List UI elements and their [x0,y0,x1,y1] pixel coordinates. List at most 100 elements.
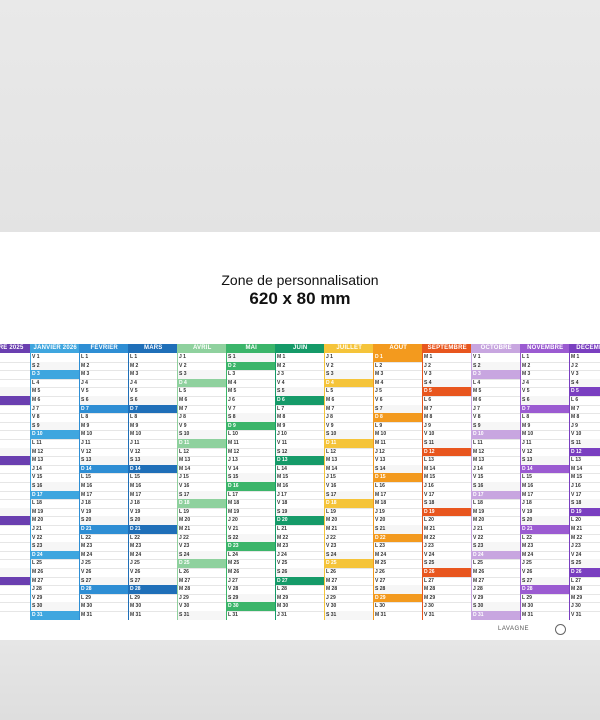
day-row: J 25 [129,559,178,569]
day-label: V 19 [522,508,533,515]
day-row: J 7 [31,405,80,415]
day-label: S 11 [571,440,582,446]
day-row: M 17 [129,491,178,501]
day-label: M 25 [228,560,240,567]
day-row: J 19 [374,508,423,518]
day-row: M 20 [472,516,521,526]
day-label: J 29 [326,594,336,601]
day-label: M 18 [228,500,240,507]
day-row: M 15 [423,473,472,483]
day-label: L 18 [32,500,42,507]
day-row: M 25 [227,559,276,569]
day-row: L 17 [227,491,276,501]
day-label: M 11 [375,440,386,446]
day-row: D 20 [276,516,325,526]
day-label: M 11 [228,440,239,446]
day-row: M 29 [570,594,600,604]
day-label: M 6 [473,397,482,403]
day-row: M 15 [570,473,600,483]
day-label: J 15 [179,474,189,481]
day-label: M 5 [473,388,482,395]
day-label: M 3 [522,371,531,378]
day-row: J 17 [276,491,325,501]
month-header: OCTOBRE [472,344,521,353]
day-label: S 22 [228,534,239,541]
day-row: J 1 [178,353,227,363]
day-row: M 5 [472,387,521,397]
day-label: M 13 [326,457,338,464]
day-label: J 1 [179,354,186,360]
day-label: D 24 [32,551,43,558]
day-row: J 4 [129,379,178,389]
day-row: J 9 [423,422,472,432]
day-label: V 4 [277,379,285,386]
day-label: S 7 [375,405,383,412]
day-label: D 12 [571,448,582,455]
day-row: J 30 [423,602,472,612]
day-label: L 8 [522,414,530,421]
day-row: M 25 [374,559,423,569]
day-label: M 18 [375,500,387,507]
day-row: D 21 [129,525,178,535]
day-row: M 11 [374,439,423,449]
day-label: L 20 [571,517,581,524]
day-label: V 19 [81,508,92,515]
day-row: L 15 [521,473,570,483]
day-label: M 3 [130,371,139,378]
brand-name: LAVAGNE [498,626,529,632]
day-label: D 25 [326,560,337,567]
day-label: J 31 [277,612,287,618]
day-row: M 28 [423,585,472,595]
day-label: M 27 [32,577,44,584]
day-label: J 4 [522,379,529,386]
day-row: D 12 [570,447,600,458]
day-row: D 3 [31,370,80,380]
day-label: S 8 [228,414,236,421]
day-label: M 19 [473,508,485,515]
day-row: M 26 [31,568,80,578]
day-row: J 31 [0,611,31,620]
day-row: M 20 [178,516,227,526]
day-row: D 25 [178,559,227,569]
day-row: M 26 [472,568,521,578]
day-label: M 13 [179,457,191,464]
day-label: S 9 [473,422,481,429]
day-label: M 1 [424,354,433,360]
day-row: M 28 [570,585,600,595]
day-label: M 3 [375,371,384,378]
day-row: D 8 [374,413,423,423]
day-row: M 18 [227,499,276,509]
day-row: M 21 [423,525,472,535]
day-row: D 27 [276,576,325,587]
day-row: D 11 [178,439,227,449]
day-label: L 8 [130,414,138,421]
day-label: M 1 [277,354,286,360]
day-label: S 10 [179,431,190,438]
day-row: M 29 [0,594,31,604]
day-label: J 6 [228,397,235,403]
day-row: M 22 [570,534,600,544]
day-row: L 7 [0,405,31,415]
day-label: J 9 [571,422,578,429]
day-row: L 14 [276,465,325,475]
day-label: J 13 [228,457,238,464]
day-label: S 24 [179,551,190,558]
day-label: L 11 [473,440,483,446]
day-row: J 28 [31,585,80,595]
day-label: L 25 [473,560,483,567]
day-label: D 18 [179,500,190,507]
day-row: L 5 [178,387,227,397]
day-label: S 14 [375,465,386,472]
day-label: M 24 [81,551,93,558]
day-label: M 14 [326,465,338,472]
day-row: D 31 [31,611,80,620]
day-label: J 11 [522,440,532,446]
day-row: J 2 [570,362,600,372]
day-row: S 31 [325,611,374,620]
day-label: V 21 [228,526,239,532]
day-row: L 29 [129,594,178,604]
day-row: L 19 [325,508,374,518]
day-row: M 23 [80,542,129,552]
